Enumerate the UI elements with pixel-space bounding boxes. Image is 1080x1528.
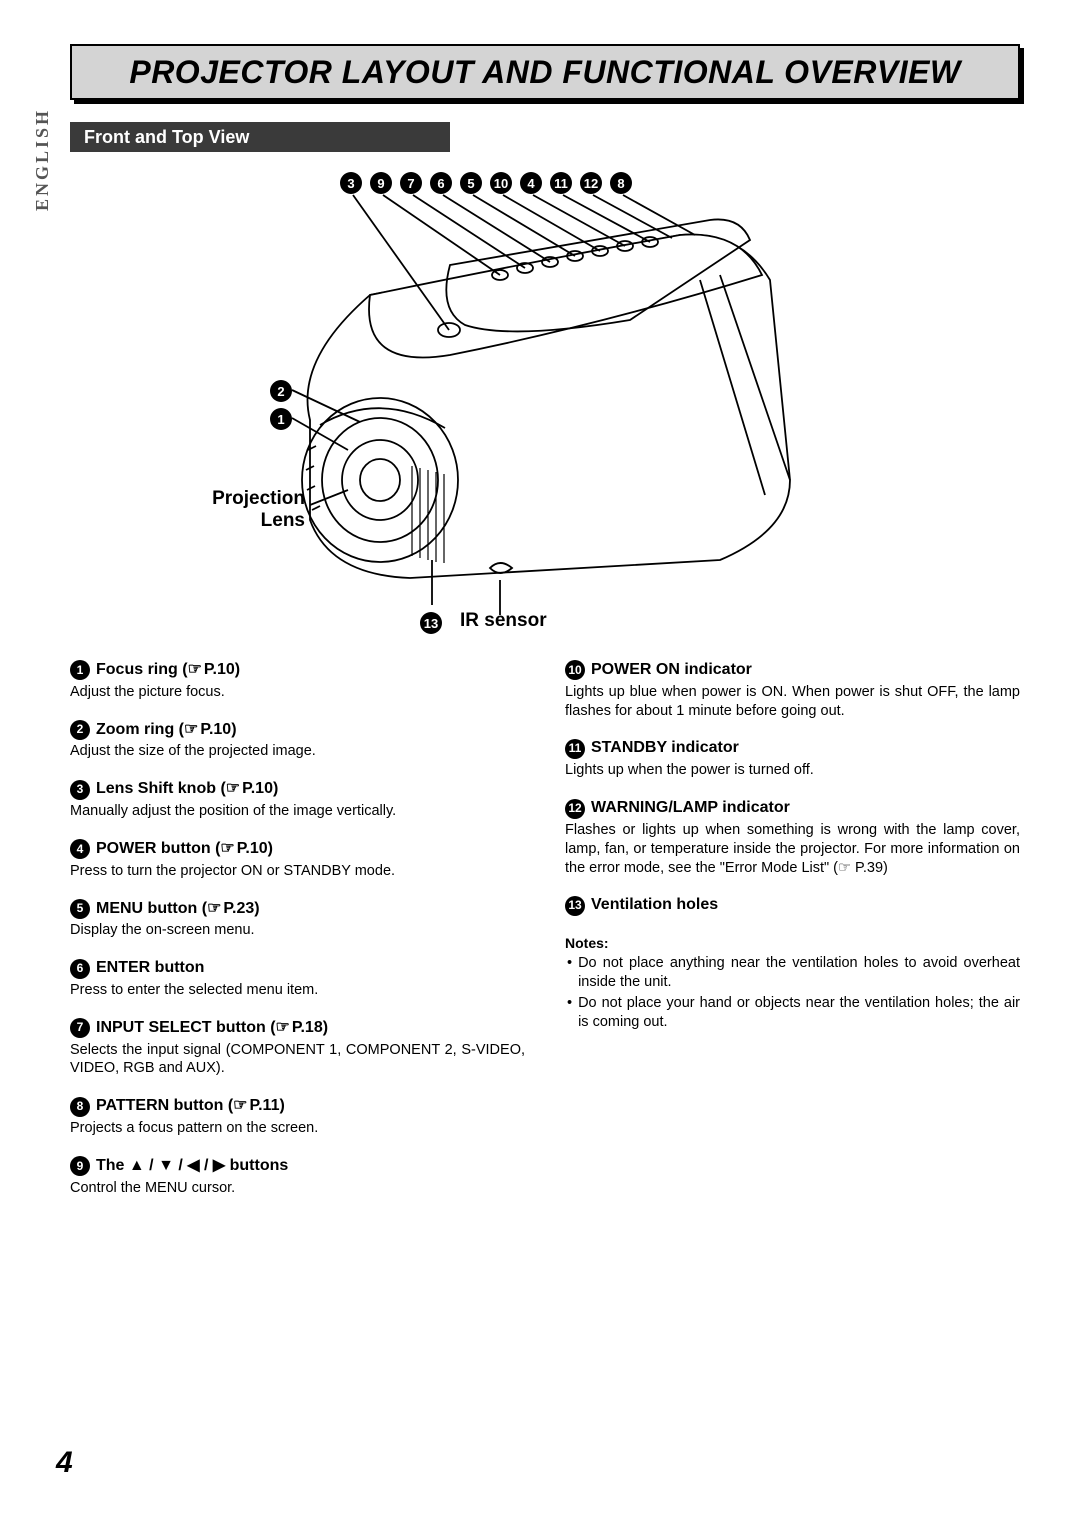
item-number-circle: 11 bbox=[565, 739, 585, 759]
item-title: MENU button (☞ P.23) bbox=[96, 899, 260, 920]
pointer-icon: ☞ bbox=[188, 660, 202, 681]
item-description: Projects a focus pattern on the screen. bbox=[70, 1119, 525, 1138]
item-description: Flashes or lights up when something is w… bbox=[565, 821, 1020, 878]
item-heading: 7 INPUT SELECT button (☞ P.18) bbox=[70, 1018, 525, 1039]
item-title: Zoom ring (☞ P.10) bbox=[96, 720, 237, 741]
item-description: Press to turn the projector ON or STANDB… bbox=[70, 862, 525, 881]
description-item: 11 STANDBY indicator Lights up when the po… bbox=[565, 738, 1020, 780]
item-number-circle: 6 bbox=[70, 959, 90, 979]
item-heading: 4 POWER button (☞ P.10) bbox=[70, 839, 525, 860]
description-item: 2 Zoom ring (☞ P.10)Adjust the size of th… bbox=[70, 720, 525, 762]
item-heading: 1 Focus ring (☞ P.10) bbox=[70, 660, 525, 681]
item-number-circle: 3 bbox=[70, 780, 90, 800]
item-heading: 13 Ventilation holes bbox=[565, 895, 1020, 916]
page-reference: ☞ P.11 bbox=[233, 1096, 279, 1117]
description-item: 7 INPUT SELECT button (☞ P.18)Selects the… bbox=[70, 1018, 525, 1078]
item-number-circle: 8 bbox=[70, 1097, 90, 1117]
page-reference: ☞ P.23 bbox=[207, 899, 254, 920]
item-description: Manually adjust the position of the imag… bbox=[70, 802, 525, 821]
subtitle-text: Front and Top View bbox=[84, 127, 249, 148]
item-heading: 2 Zoom ring (☞ P.10) bbox=[70, 720, 525, 741]
item-title: The ▲ / ▼ / ◀ / ▶ buttons bbox=[96, 1156, 288, 1177]
left-column: 1 Focus ring (☞ P.10) Adjust the picture f… bbox=[70, 660, 525, 1216]
item-heading: 3 Lens Shift knob (☞ P.10) bbox=[70, 779, 525, 800]
item-title: ENTER button bbox=[96, 958, 204, 979]
description-item: 5 MENU button (☞ P.23)Display the on-scre… bbox=[70, 899, 525, 941]
note-item: Do not place anything near the ventilati… bbox=[565, 954, 1020, 992]
item-description: Display the on-screen menu. bbox=[70, 921, 525, 940]
item-description: Adjust the size of the projected image. bbox=[70, 742, 525, 761]
item-title: INPUT SELECT button (☞ P.18) bbox=[96, 1018, 328, 1039]
item-description: Press to enter the selected menu item. bbox=[70, 981, 525, 1000]
item-title: PATTERN button (☞ P.11) bbox=[96, 1096, 285, 1117]
description-item: 4 POWER button (☞ P.10) Press to turn the … bbox=[70, 839, 525, 881]
item-heading: 6 ENTER button bbox=[70, 958, 525, 979]
item-description: Selects the input signal (COMPONENT 1, C… bbox=[70, 1041, 525, 1079]
pointer-icon: ☞ bbox=[276, 1018, 290, 1039]
language-tab: ENGLISH bbox=[32, 108, 53, 211]
page-title-box: PROJECTOR LAYOUT AND FUNCTIONAL OVERVIEW bbox=[70, 44, 1020, 100]
item-heading: 10 POWER ON indicator bbox=[565, 660, 1020, 681]
page-reference: ☞ P.10 bbox=[188, 660, 235, 681]
pointer-icon: ☞ bbox=[226, 779, 240, 800]
item-description: Control the MENU cursor. bbox=[70, 1179, 525, 1198]
section-subtitle: Front and Top View bbox=[70, 122, 450, 152]
description-item: 8 PATTERN button (☞ P.11) Projects a focus… bbox=[70, 1096, 525, 1138]
pointer-icon: ☞ bbox=[233, 1096, 247, 1117]
item-number-circle: 9 bbox=[70, 1156, 90, 1176]
description-item: 1 Focus ring (☞ P.10) Adjust the picture f… bbox=[70, 660, 525, 702]
page-reference: ☞ P.18 bbox=[276, 1018, 323, 1039]
item-number-circle: 2 bbox=[70, 720, 90, 740]
items-columns: 1 Focus ring (☞ P.10) Adjust the picture f… bbox=[70, 660, 1020, 1216]
item-description: Lights up blue when power is ON. When po… bbox=[565, 683, 1020, 721]
item-description: Adjust the picture focus. bbox=[70, 683, 525, 702]
page-reference: ☞ P.10 bbox=[184, 720, 231, 741]
item-title: POWER button (☞ P.10) bbox=[96, 839, 273, 860]
note-item: Do not place your hand or objects near t… bbox=[565, 994, 1020, 1032]
item-number-circle: 5 bbox=[70, 899, 90, 919]
description-item: 3 Lens Shift knob (☞ P.10) Manually adjust… bbox=[70, 779, 525, 821]
item-title: Lens Shift knob (☞ P.10) bbox=[96, 779, 278, 800]
item-description: Lights up when the power is turned off. bbox=[565, 761, 1020, 780]
description-item: 13 Ventilation holes bbox=[565, 895, 1020, 916]
description-item: 6 ENTER button Press to enter the selected… bbox=[70, 958, 525, 1000]
item-heading: 11 STANDBY indicator bbox=[565, 738, 1020, 759]
pointer-icon: ☞ bbox=[220, 839, 234, 860]
notes-heading: Notes: bbox=[565, 934, 1020, 952]
item-title: Focus ring (☞ P.10) bbox=[96, 660, 240, 681]
item-title: WARNING/LAMP indicator bbox=[591, 798, 790, 819]
description-item: 12 WARNING/LAMP indicatorFlashes or light… bbox=[565, 798, 1020, 877]
pointer-icon: ☞ bbox=[184, 720, 198, 741]
item-heading: 5 MENU button (☞ P.23) bbox=[70, 899, 525, 920]
description-item: 9 The ▲ / ▼ / ◀ / ▶ buttons Control the ME… bbox=[70, 1156, 525, 1198]
item-number-circle: 4 bbox=[70, 839, 90, 859]
page-title: PROJECTOR LAYOUT AND FUNCTIONAL OVERVIEW bbox=[129, 54, 960, 91]
pointer-icon: ☞ bbox=[207, 899, 221, 920]
item-number-circle: 13 bbox=[565, 896, 585, 916]
item-number-circle: 10 bbox=[565, 660, 585, 680]
right-column: 10 POWER ON indicatorLights up blue when … bbox=[565, 660, 1020, 1216]
item-heading: 8 PATTERN button (☞ P.11) bbox=[70, 1096, 525, 1117]
item-heading: 9 The ▲ / ▼ / ◀ / ▶ buttons bbox=[70, 1156, 525, 1177]
item-number-circle: 12 bbox=[565, 799, 585, 819]
page-number: 4 bbox=[56, 1446, 73, 1480]
notes-list: Do not place anything near the ventilati… bbox=[565, 954, 1020, 1031]
item-heading: 12 WARNING/LAMP indicator bbox=[565, 798, 1020, 819]
projector-diagram bbox=[200, 160, 840, 650]
item-number-circle: 1 bbox=[70, 660, 90, 680]
description-item: 10 POWER ON indicatorLights up blue when … bbox=[565, 660, 1020, 720]
item-title: Ventilation holes bbox=[591, 895, 718, 916]
item-title: POWER ON indicator bbox=[591, 660, 752, 681]
page-reference: ☞ P.10 bbox=[226, 779, 273, 800]
item-title: STANDBY indicator bbox=[591, 738, 739, 759]
item-number-circle: 7 bbox=[70, 1018, 90, 1038]
page-reference: ☞ P.10 bbox=[220, 839, 267, 860]
